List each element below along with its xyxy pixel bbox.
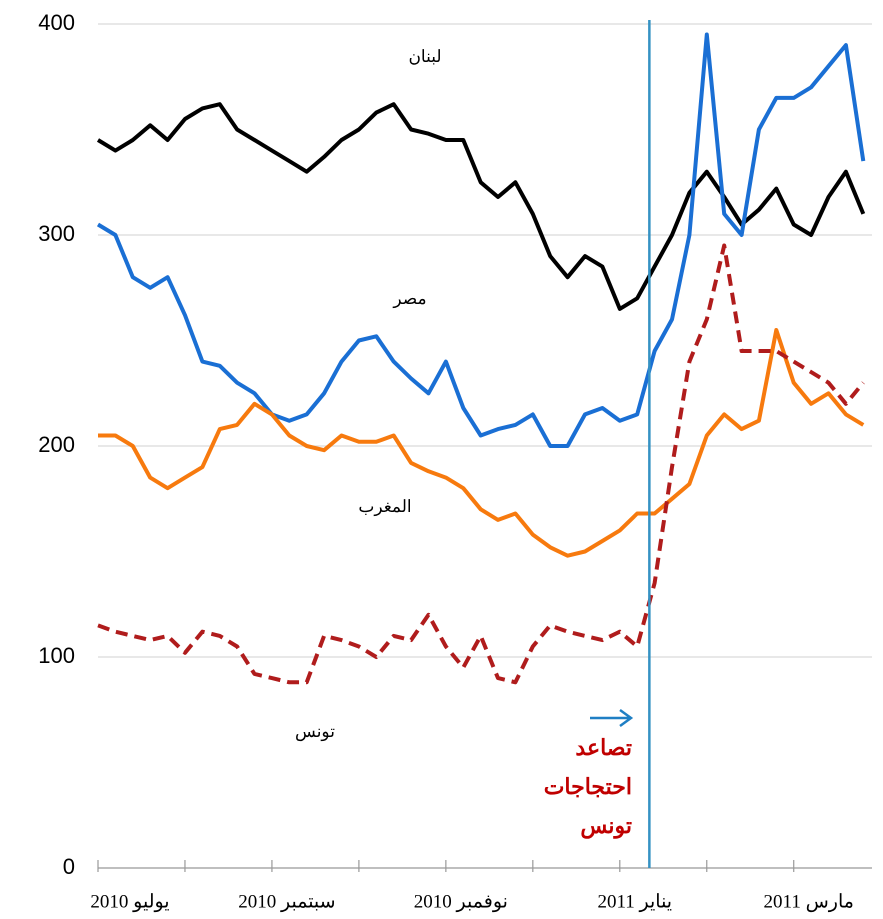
series-line bbox=[96, 32, 866, 448]
annotation-text: احتجاجات bbox=[544, 774, 632, 799]
series-label: المغرب bbox=[358, 497, 411, 517]
y-tick-label: 300 bbox=[38, 221, 75, 246]
series-line bbox=[96, 102, 866, 311]
x-tick-label: مارس 2011 bbox=[764, 891, 854, 912]
series-line bbox=[97, 243, 865, 685]
series-line bbox=[98, 328, 865, 558]
annotation-text: تصاعد bbox=[575, 735, 632, 760]
y-tick-label: 0 bbox=[63, 854, 75, 879]
series-label: مصر bbox=[392, 289, 426, 309]
x-tick-label: سبتمبر 2010 bbox=[238, 891, 335, 912]
series-label: تونس bbox=[295, 722, 335, 742]
x-tick-label: يناير 2011 bbox=[597, 891, 672, 912]
x-tick-label: نوفمبر 2010 bbox=[414, 891, 508, 912]
x-tick-label: يوليو 2010 bbox=[90, 891, 169, 912]
event-arrow bbox=[590, 708, 634, 728]
y-tick-label: 200 bbox=[38, 432, 75, 457]
y-tick-label: 400 bbox=[38, 10, 75, 35]
annotation-text: تونس bbox=[580, 813, 632, 839]
y-tick-label: 100 bbox=[38, 643, 75, 668]
series-label: لبنان bbox=[408, 47, 441, 66]
